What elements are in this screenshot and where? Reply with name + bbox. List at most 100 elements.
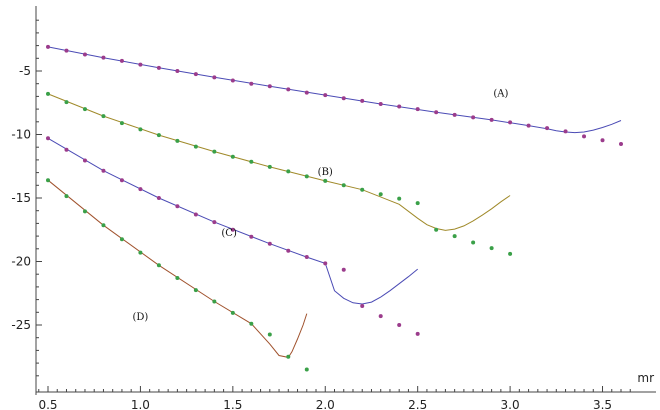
axes: 0.5 1.0 1.5 2.0 2.5 3.0 3.5 -5 -10 -15 -20 -25 mr [11, 6, 656, 410]
data-point [545, 126, 550, 131]
data-point [360, 187, 365, 192]
x-tick-label: 2.0 [316, 398, 335, 410]
data-point [508, 251, 513, 256]
data-point [452, 234, 457, 239]
data-point [267, 84, 272, 89]
data-point [489, 117, 494, 122]
data-point [64, 147, 69, 152]
data-point [304, 255, 309, 260]
data-point [82, 107, 87, 112]
data-point [64, 48, 69, 53]
data-point [175, 276, 180, 281]
y-tick-label: -25 [11, 318, 31, 332]
series-curve-2 [47, 93, 511, 231]
data-point [230, 154, 235, 159]
data-point [193, 288, 198, 293]
data-point [452, 112, 457, 117]
data-point [212, 75, 217, 80]
data-point [249, 321, 254, 326]
data-point [415, 331, 420, 336]
data-point [415, 107, 420, 112]
data-point [82, 158, 87, 163]
data-point [526, 123, 531, 128]
data-point [119, 58, 124, 63]
data-point [471, 115, 476, 120]
data-point [101, 55, 106, 60]
data-point [341, 183, 346, 188]
x-tick-label: 0.5 [38, 398, 57, 410]
data-point [249, 159, 254, 164]
x-tick-label: 3.0 [501, 398, 520, 410]
data-point [341, 267, 346, 272]
data-point [249, 81, 254, 86]
data-point [286, 354, 291, 359]
data-point [193, 212, 198, 217]
data-point [156, 133, 161, 138]
data-point [378, 314, 383, 319]
y-ticks: -5 -10 -15 -20 -25 [11, 19, 42, 377]
data-point [323, 178, 328, 183]
data-point [156, 65, 161, 70]
data-point [619, 142, 623, 147]
x-tick-label: 1.0 [131, 398, 150, 410]
data-point [82, 209, 87, 214]
data-point [378, 192, 383, 197]
data-point [267, 332, 272, 337]
data-point [600, 138, 605, 143]
data-point [360, 303, 365, 308]
data-point [101, 114, 106, 119]
y-tick-label: -10 [11, 128, 31, 142]
data-point [304, 367, 309, 372]
data-point [286, 87, 291, 92]
series-curves [47, 46, 622, 358]
y-tick-label: -15 [11, 191, 31, 205]
data-point [101, 223, 106, 228]
data-point [286, 169, 291, 174]
y-tick-label: -5 [19, 64, 31, 78]
series-curve-3 [47, 137, 419, 305]
data-point [46, 136, 50, 141]
data-point [489, 246, 494, 251]
data-point [212, 149, 217, 154]
data-point [304, 90, 309, 95]
data-point [193, 72, 198, 77]
data-point [175, 138, 180, 143]
data-point [138, 127, 143, 132]
data-point [156, 263, 161, 268]
data-point [46, 178, 50, 183]
data-point [267, 241, 272, 246]
data-point [64, 194, 69, 199]
data-point [230, 227, 235, 232]
data-point [119, 121, 124, 126]
data-point [119, 178, 124, 183]
data-point [46, 91, 50, 96]
data-point [471, 240, 476, 245]
y-tick-label: -20 [11, 255, 31, 269]
data-point [82, 52, 87, 57]
data-point [138, 62, 143, 67]
x-tick-label: 2.5 [408, 398, 427, 410]
series-label: (D) [133, 312, 149, 323]
series-points [46, 44, 623, 372]
x-tick-label: 3.5 [593, 398, 612, 410]
data-point [286, 248, 291, 253]
data-point [212, 299, 217, 304]
data-point [434, 227, 439, 232]
data-point [175, 69, 180, 73]
data-point [304, 174, 309, 179]
data-point [64, 100, 69, 105]
data-point [267, 164, 272, 169]
series-labels: (A) (B) (C) (D) [133, 88, 509, 323]
data-point [193, 144, 198, 149]
data-point [360, 98, 365, 103]
data-point [175, 204, 180, 209]
data-point [323, 93, 328, 98]
data-point [397, 196, 402, 201]
series-curve-1 [47, 46, 622, 134]
data-point [230, 310, 235, 315]
series-label: (B) [318, 167, 333, 178]
data-point [119, 237, 124, 242]
data-point [582, 134, 587, 139]
x-tick-label: 1.5 [223, 398, 242, 410]
data-point [101, 168, 106, 173]
